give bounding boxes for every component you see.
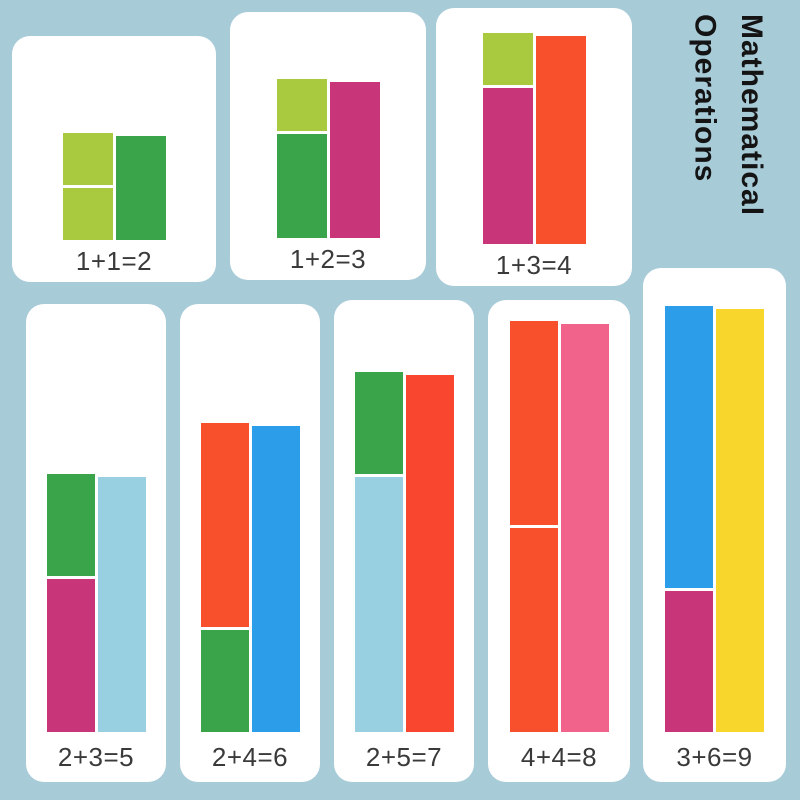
addends-column [62,133,113,240]
block-columns [482,33,586,244]
unit-block-2 [115,136,166,240]
unit-block-5 [354,477,403,732]
addends-column [276,79,327,238]
unit-block-8 [560,324,609,732]
equation-label: 2+3=5 [57,741,135,772]
unit-block-5 [97,477,146,732]
addends-column [665,306,713,732]
block-columns [354,372,454,732]
unit-block-3 [329,82,380,238]
equation-card: 1+3=4 [436,8,632,286]
unit-block-7 [405,375,454,732]
equation-card: 1+2=3 [230,12,426,280]
equation-label: 3+6=9 [676,741,753,772]
block-columns [46,474,146,732]
addends-column [46,474,95,732]
poster-title-line-1: Mathematical [735,14,768,217]
equation-label: 2+4=6 [211,741,289,772]
unit-block-3 [665,591,713,732]
poster-title-line-2: Operations [688,14,722,183]
sum-column [560,324,609,732]
unit-block-1 [482,33,533,85]
sum-column [716,309,764,732]
equation-card: 2+5=7 [334,300,474,782]
unit-block-3 [46,579,95,732]
unit-block-4 [509,528,558,732]
equation-label: 2+5=7 [365,741,443,772]
equation-card: 1+1=2 [12,36,216,282]
equation-card: 2+3=5 [26,304,166,782]
sum-column [405,375,454,732]
unit-block-9 [716,309,764,732]
block-columns [62,133,166,240]
block-columns [509,321,609,732]
unit-block-3 [482,88,533,244]
equation-card: 4+4=8 [488,300,630,782]
block-columns [276,79,380,238]
unit-block-1 [62,133,113,185]
block-columns [665,306,764,732]
unit-block-6 [251,426,300,732]
equation-card: 2+4=6 [180,304,320,782]
addends-column [200,423,249,732]
unit-block-4 [200,423,249,627]
equation-label: 1+2=3 [289,243,367,274]
addends-column [482,33,533,244]
equation-label: 4+4=8 [520,741,598,772]
unit-block-2 [354,372,403,474]
unit-block-1 [276,79,327,131]
equation-label: 1+3=4 [495,249,573,280]
addends-column [354,372,403,732]
unit-block-1 [62,188,113,240]
sum-column [329,82,380,238]
sum-column [97,477,146,732]
equation-label: 1+1=2 [75,245,153,276]
unit-block-2 [276,134,327,238]
sum-column [251,426,300,732]
addends-column [509,321,558,732]
unit-block-2 [200,630,249,732]
equation-card: 3+6=9 [643,268,786,782]
unit-block-4 [509,321,558,525]
sum-column [115,136,166,240]
block-columns [200,423,300,732]
unit-block-4 [535,36,586,244]
unit-block-6 [665,306,713,588]
sum-column [535,36,586,244]
unit-block-2 [46,474,95,576]
poster-title: Mathematical Operations [681,14,774,216]
